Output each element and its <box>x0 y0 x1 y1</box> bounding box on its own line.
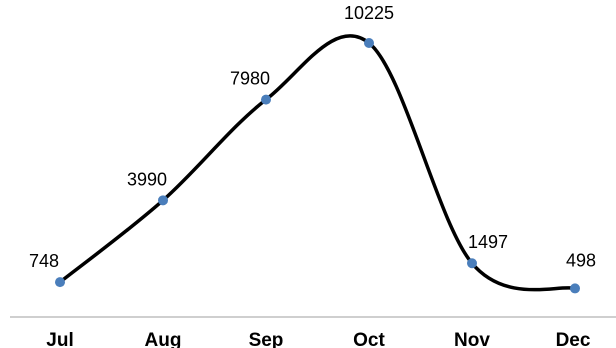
data-point-dec <box>570 283 580 294</box>
data-point-jul <box>55 277 65 288</box>
data-label-sep: 7980 <box>230 69 270 89</box>
data-labels-group: 748 3990 7980 10225 1497 498 <box>29 3 596 271</box>
x-tick-label-jul: Jul <box>46 330 73 348</box>
x-tick-labels-group: Jul Aug Sep Oct Nov Dec <box>46 330 591 348</box>
x-tick-label-dec: Dec <box>556 330 591 348</box>
data-label-oct: 10225 <box>344 3 394 23</box>
data-point-sep <box>261 94 271 105</box>
data-point-aug <box>158 195 168 206</box>
x-tick-label-sep: Sep <box>249 330 284 348</box>
x-tick-label-oct: Oct <box>353 330 385 348</box>
data-point-nov <box>467 258 477 269</box>
data-label-nov: 1497 <box>468 232 508 252</box>
data-label-dec: 498 <box>566 250 596 270</box>
data-label-aug: 3990 <box>127 169 167 189</box>
data-label-jul: 748 <box>29 251 59 271</box>
markers-group <box>55 38 580 294</box>
x-tick-label-aug: Aug <box>145 330 182 348</box>
x-tick-label-nov: Nov <box>454 330 490 348</box>
data-point-oct <box>364 38 374 48</box>
